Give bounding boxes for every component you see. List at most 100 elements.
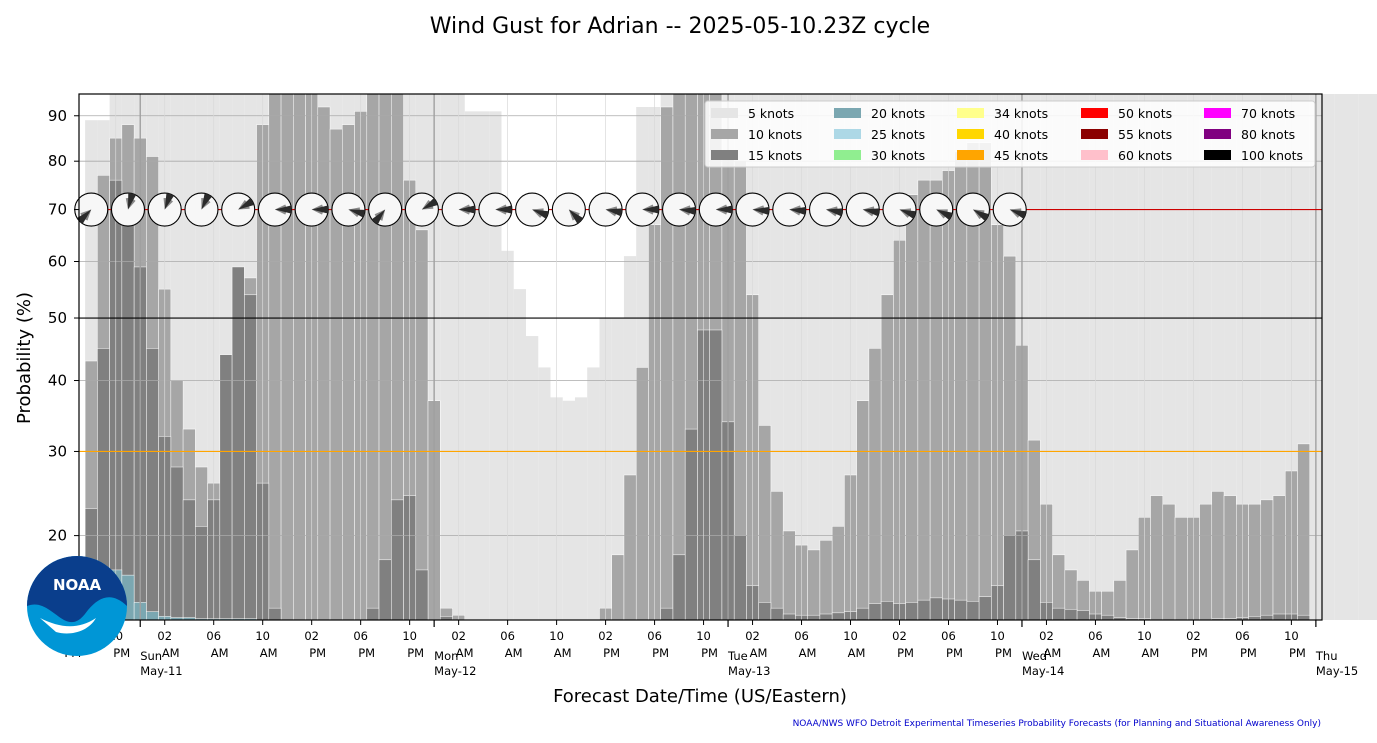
bar-10-knots-87 [1150,495,1164,621]
x-tick-hour-24: 06 [1235,629,1250,643]
bar-5-knots-43 [611,318,624,620]
bar-10-knots-99 [1297,443,1311,621]
bar-15-knots-56 [770,607,784,621]
x-tick-ampm-9: AM [505,646,523,660]
bar-5-knots-33 [489,111,502,621]
bar-10-knots-27 [415,229,429,621]
legend-swatch-70-knots [1204,108,1231,118]
legend-swatch-20-knots [834,108,861,118]
day-label-date-1: May-12 [434,664,476,678]
plot-frame [78,93,1323,621]
legend-swatch-30-knots [834,150,861,160]
wind-dial-3 [184,192,219,227]
bar-5-knots-36 [525,336,539,620]
bar-5-knots-59 [807,94,820,620]
x-tick-ampm-24: PM [1240,646,1257,660]
bar-15-knots-15 [268,607,282,621]
day-label-date-4: May-15 [1316,664,1358,678]
x-tick-hour-15: 06 [794,629,809,643]
bar-5-knots-104 [1358,94,1371,620]
legend-label-45-knots: 45 knots [994,148,1048,163]
wind-dial-8 [368,192,403,227]
wind-dial-7 [331,192,366,227]
bar-10-knots-89 [1174,517,1188,621]
legend-swatch-55-knots [1081,129,1108,139]
bar-15-knots-25 [391,499,404,621]
bar-5-knots-40 [574,397,588,620]
bar-15-knots-67 [905,602,919,621]
bar-10-knots-16 [280,93,294,621]
bar-10-knots-95 [1248,503,1262,621]
bar-15-knots-65 [880,601,894,621]
wind-dial-wedge-19 [789,206,806,215]
x-tick-hour-25: 10 [1284,629,1299,643]
y-tick-label-70: 70 [48,201,67,219]
bar-10-knots-65 [880,294,894,621]
wind-dial-wedge-8 [371,209,386,225]
x-tick-ampm-2: AM [162,646,180,660]
bar-15-knots-59 [807,614,821,621]
wind-dial-wedge-12 [532,209,549,219]
day-label-dow-3: Wed [1022,649,1047,663]
noaa-logo: NOAA [27,556,127,656]
bar-5-knots-79 [1052,94,1065,620]
bar-10-knots-55 [758,425,772,621]
wind-dial-17 [698,192,733,227]
wind-dial-15 [625,192,660,227]
bar-10-knots-64 [868,348,882,621]
wind-dial-wedge-10 [458,205,476,214]
x-tick-hour-20: 02 [1039,629,1054,643]
bar-15-knots-47 [660,607,674,621]
x-tick-hour-16: 10 [843,629,858,643]
legend-label-40-knots: 40 knots [994,127,1048,142]
noaa-logo-text: NOAA [53,576,102,594]
day-label-date-0: May-11 [140,664,182,678]
y-tick-label-80: 80 [48,152,67,170]
legend-swatch-10-knots [711,129,738,139]
bar-10-knots-45 [635,367,649,621]
x-tick-ampm-16: AM [848,646,866,660]
bar-10-knots-48 [672,93,686,621]
bar-5-knots-92 [1211,94,1225,620]
bar-5-knots-87 [1150,94,1163,620]
bar-10-knots-19 [317,106,331,621]
wind-dial-wedge-1 [127,193,136,210]
wind-dial-16 [662,192,697,227]
x-tick-hour-13: 10 [696,629,711,643]
wind-dial-19 [772,192,807,227]
wind-dial-14 [588,192,623,227]
wind-dial-wedge-24 [972,209,989,222]
bar-10-knots-96 [1260,499,1274,621]
bar-5-knots-31 [464,111,478,621]
x-tick-ampm-14: AM [750,646,768,660]
bar-5-knots-102 [1334,94,1347,620]
wind-dial-4 [221,192,256,227]
bar-15-knots-60 [819,613,833,621]
bar-10-knots-47 [660,106,674,621]
bar-15-knots-80 [1064,609,1078,621]
bar-15-knots-71 [954,599,968,621]
bar-5-knots-32 [477,111,490,621]
bar-15-knots-63 [856,607,870,621]
legend-swatch-25-knots [834,129,861,139]
bar-10-knots-60 [819,540,833,621]
wind-dial-wedge-23 [936,209,953,220]
bar-5-knots-105 [1370,94,1377,620]
bar-15-knots-57 [782,613,796,621]
legend-swatch-100-knots [1204,150,1231,160]
bar-10-knots-24 [378,93,392,621]
bar-10-knots-17 [293,93,306,621]
day-label-dow-1: Mon [434,649,458,663]
bar-15-knots-48 [672,554,686,621]
bar-15-knots-77 [1027,559,1041,621]
wind-dial-12 [515,192,550,227]
x-tick-ampm-4: AM [260,646,278,660]
bar-15-knots-5 [146,348,159,621]
day-label-dow-2: Tue [727,649,748,663]
bar-10-knots-92 [1211,491,1225,621]
wind-dial-wedge-0 [77,209,92,224]
bar-15-knots-51 [709,329,723,621]
credit-line: NOAA/NWS WFO Detroit Experimental Timese… [793,719,1321,729]
bar-15-knots-96 [1260,614,1274,621]
